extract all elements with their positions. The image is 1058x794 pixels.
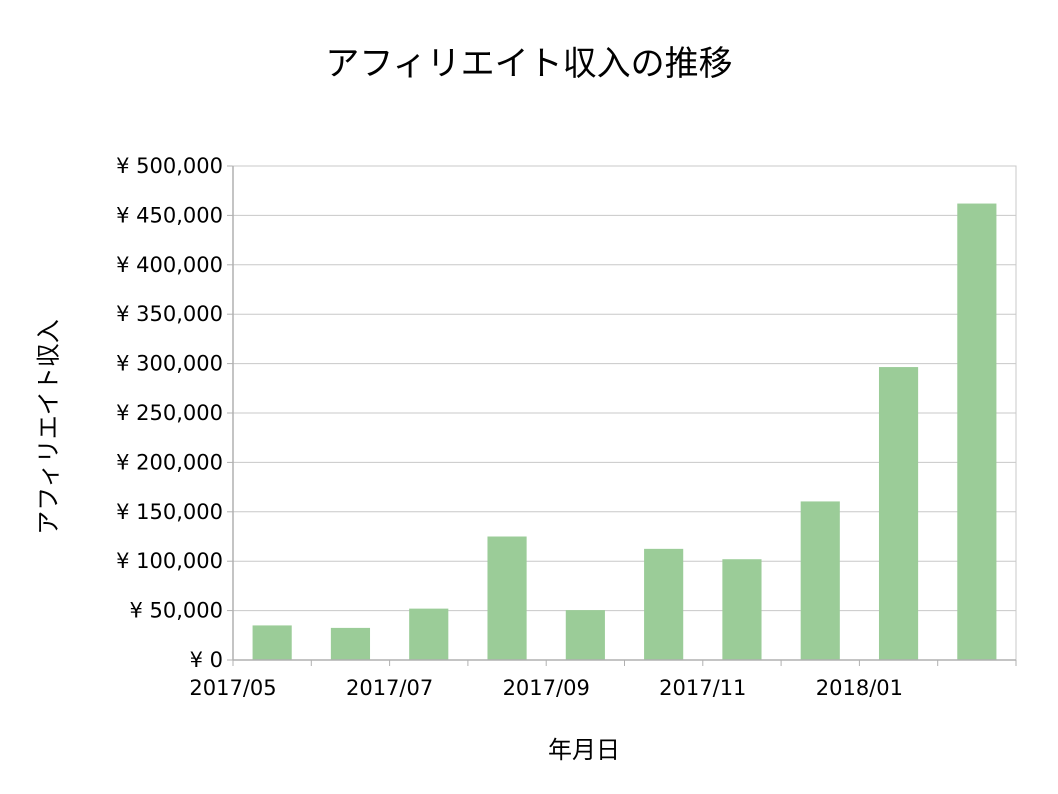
y-tick-label: ¥ 200,000 [116, 450, 223, 474]
bar-2017-06 [330, 627, 371, 660]
x-tick-label: 2017/11 [659, 676, 746, 700]
y-tick-label: ¥ 150,000 [116, 500, 223, 524]
x-tick-labels: 2017/05 2017/07 2017/09 2017/11 2018/01 [189, 676, 903, 700]
x-tick-label: 2017/07 [346, 676, 433, 700]
y-tick-label: ¥ 300,000 [116, 352, 223, 376]
y-tick-label: ¥ 500,000 [116, 154, 223, 178]
bar-2017-10 [644, 548, 684, 660]
y-tick-label: ¥ 450,000 [116, 203, 223, 227]
bar-2018-02 [957, 203, 997, 660]
axes [227, 165, 1017, 666]
y-tick-label: ¥ 400,000 [116, 253, 223, 277]
x-tick-label: 2017/05 [189, 676, 276, 700]
y-tick-label: ¥ 350,000 [116, 302, 223, 326]
bar-2017-07 [409, 608, 449, 660]
bar-2018-01 [878, 367, 919, 660]
x-axis-label: 年月日 [548, 736, 620, 764]
y-tick-label: ¥ 50,000 [129, 599, 223, 623]
y-tick-label: ¥ 100,000 [116, 549, 223, 573]
bar-2017-08 [487, 536, 527, 660]
x-tick-label: 2018/01 [816, 676, 903, 700]
x-tick-label: 2017/09 [503, 676, 590, 700]
bars [252, 203, 997, 660]
y-tick-label: ¥ 250,000 [116, 401, 223, 425]
bar-2017-12 [800, 501, 840, 660]
y-tick-labels: ¥ 0 ¥ 50,000 ¥ 100,000 ¥ 150,000 ¥ 200,000 ¥ … [116, 154, 223, 672]
chart-title: アフィリエイト収入の推移 [325, 44, 733, 84]
bar-2017-11 [722, 559, 762, 660]
y-tick-label: ¥ 0 [190, 648, 223, 672]
bar-2017-09 [565, 610, 605, 660]
bar-2017-05 [252, 625, 292, 660]
